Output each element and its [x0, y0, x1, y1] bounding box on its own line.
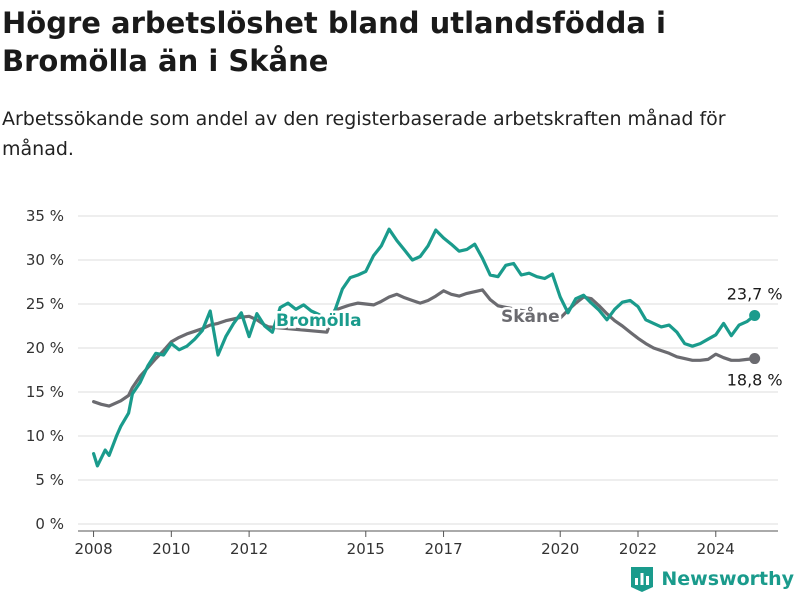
y-tick-label: 15 %: [26, 383, 64, 401]
x-tick-label: 2015: [347, 540, 385, 558]
series-line-skåne: [91, 288, 757, 408]
y-tick-label: 5 %: [35, 471, 64, 489]
x-tick-label: 2010: [152, 540, 190, 558]
series-lines: [91, 227, 761, 468]
y-tick-label: 25 %: [26, 295, 64, 313]
x-tick-label: 2024: [697, 540, 735, 558]
x-tick-label: 2008: [74, 540, 112, 558]
end-label-bromolla: 23,7 %: [727, 284, 783, 303]
brand-logo: Newsworthy: [629, 564, 794, 594]
chart-subtitle: Arbetssökande som andel av den registerb…: [2, 108, 726, 160]
series-label-skane: Skåne: [501, 305, 560, 327]
y-axis-tick-labels: 0 % 5 % 10 % 15 % 20 % 25 % 30 % 35 %: [26, 207, 64, 533]
series-line-bromölla: [91, 227, 757, 468]
x-tick-label: 2022: [619, 540, 657, 558]
x-tick-label: 2012: [230, 540, 268, 558]
bar-chart-icon: [631, 567, 654, 592]
y-tick-label: 0 %: [35, 515, 64, 533]
y-tick-label: 20 %: [26, 339, 64, 357]
series-labels: Bromölla Skåne 23,7 % 18,8 %: [274, 284, 783, 390]
grid-lines: [78, 215, 778, 525]
end-label-skane: 18,8 %: [727, 371, 783, 390]
y-tick-label: 30 %: [26, 251, 64, 269]
chart-title: Högre arbetslöshet bland utlandsfödda i …: [2, 6, 666, 78]
x-tick-label: 2020: [541, 540, 579, 558]
y-tick-label: 35 %: [26, 207, 64, 225]
series-label-bromolla: Bromölla: [276, 311, 362, 331]
x-axis: 2008 2010 2012 2015 2017 2020 2022 2024: [74, 530, 778, 558]
end-point-marker: [749, 309, 761, 321]
brand-name: Newsworthy: [661, 568, 794, 590]
x-tick-label: 2017: [424, 540, 462, 558]
y-tick-label: 10 %: [26, 427, 64, 445]
end-point-marker: [749, 353, 761, 365]
